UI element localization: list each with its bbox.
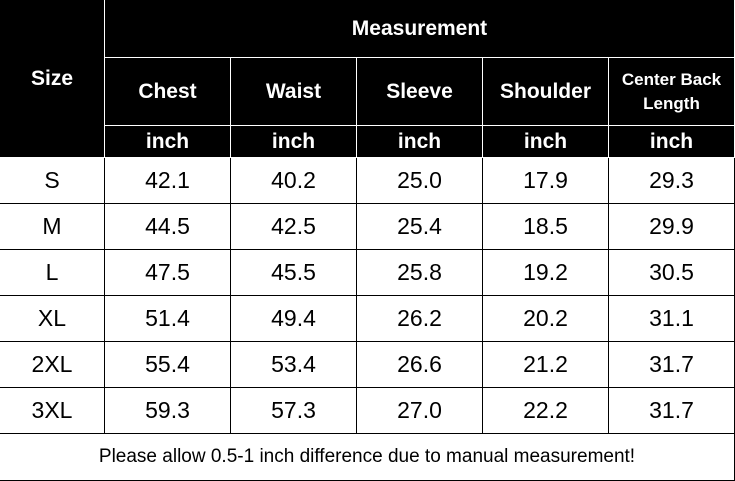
column-header: Shoulder [483,58,609,126]
value-cell: 42.5 [231,204,357,250]
unit-header: inch [609,126,735,158]
value-cell: 49.4 [231,296,357,342]
size-header: Size [0,0,105,158]
value-cell: 31.7 [609,342,735,388]
value-cell: 17.9 [483,158,609,204]
value-cell: 40.2 [231,158,357,204]
value-cell: 22.2 [483,388,609,434]
footnote: Please allow 0.5-1 inch difference due t… [0,434,735,481]
unit-header: inch [357,126,483,158]
value-cell: 29.9 [609,204,735,250]
value-cell: 25.8 [357,250,483,296]
value-cell: 26.6 [357,342,483,388]
column-header: Center Back Length [609,58,735,126]
size-cell: 3XL [0,388,105,434]
value-cell: 47.5 [105,250,231,296]
column-header: Chest [105,58,231,126]
value-cell: 25.0 [357,158,483,204]
value-cell: 20.2 [483,296,609,342]
group-header: Measurement [105,0,735,58]
value-cell: 19.2 [483,250,609,296]
value-cell: 27.0 [357,388,483,434]
value-cell: 31.7 [609,388,735,434]
value-cell: 45.5 [231,250,357,296]
value-cell: 25.4 [357,204,483,250]
value-cell: 44.5 [105,204,231,250]
value-cell: 21.2 [483,342,609,388]
unit-header: inch [483,126,609,158]
value-cell: 26.2 [357,296,483,342]
size-cell: L [0,250,105,296]
value-cell: 18.5 [483,204,609,250]
value-cell: 53.4 [231,342,357,388]
size-cell: M [0,204,105,250]
column-header: Waist [231,58,357,126]
column-header: Sleeve [357,58,483,126]
value-cell: 30.5 [609,250,735,296]
value-cell: 42.1 [105,158,231,204]
unit-header: inch [231,126,357,158]
value-cell: 51.4 [105,296,231,342]
value-cell: 59.3 [105,388,231,434]
value-cell: 31.1 [609,296,735,342]
size-cell: S [0,158,105,204]
unit-header: inch [105,126,231,158]
value-cell: 57.3 [231,388,357,434]
value-cell: 55.4 [105,342,231,388]
value-cell: 29.3 [609,158,735,204]
size-cell: XL [0,296,105,342]
size-cell: 2XL [0,342,105,388]
